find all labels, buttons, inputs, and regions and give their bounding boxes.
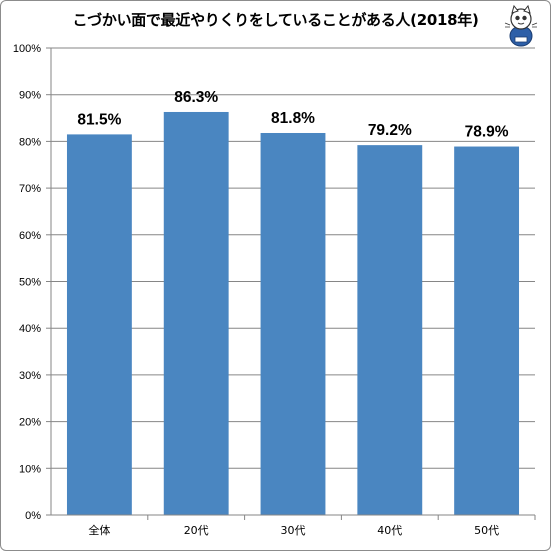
y-tick-label: 100% (13, 43, 41, 55)
data-label: 79.2% (368, 122, 412, 139)
cat-mascot-logo (501, 3, 541, 47)
chart-title: こづかい面で最近やりくりをしていることがある人(2018年) (72, 11, 479, 29)
data-label: 81.8% (271, 110, 315, 127)
x-tick-label: 50代 (474, 524, 499, 537)
data-label: 78.9% (465, 124, 509, 141)
y-tick-label: 70% (19, 183, 41, 195)
y-tick-label: 20% (19, 417, 41, 429)
x-tick-label: 全体 (88, 523, 110, 537)
bar (163, 111, 229, 515)
y-tick-label: 10% (19, 463, 41, 475)
y-tick-label: 90% (19, 90, 41, 102)
y-tick-label: 50% (19, 277, 41, 289)
y-tick-label: 80% (19, 136, 41, 148)
x-tick-label: 30代 (281, 524, 306, 537)
data-label: 86.3% (174, 89, 218, 106)
bar (357, 145, 423, 516)
y-tick-label: 40% (19, 323, 41, 335)
data-label: 81.5% (77, 111, 121, 128)
x-tick-label: 20代 (184, 524, 209, 537)
bar (260, 132, 326, 515)
bar (66, 134, 132, 515)
bar (454, 146, 520, 516)
y-tick-label: 0% (25, 510, 41, 522)
y-tick-label: 30% (19, 370, 41, 382)
x-tick-label: 40代 (377, 524, 402, 537)
y-tick-label: 60% (19, 230, 41, 242)
